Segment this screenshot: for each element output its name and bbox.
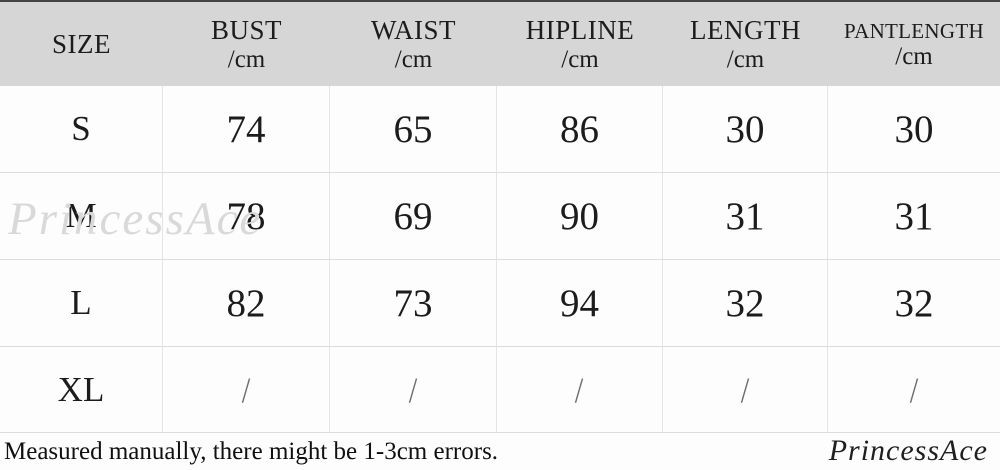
table-cell: /: [828, 347, 1000, 433]
bust-value: /: [241, 369, 251, 410]
table-cell: 32: [828, 260, 1000, 347]
pantlength-value: /: [909, 369, 919, 410]
hipline-value: 90: [560, 194, 599, 238]
column-header-waist: WAIST /cm: [330, 2, 497, 86]
bust-value: 74: [226, 107, 266, 151]
table-cell: 90: [497, 173, 663, 260]
size-value: XL: [57, 369, 105, 409]
length-value: 30: [725, 107, 765, 151]
hipline-value: 86: [560, 107, 599, 151]
column-header-unit: /cm: [726, 46, 765, 74]
table-cell: 73: [330, 260, 497, 347]
waist-value: 65: [393, 107, 433, 151]
column-header-unit: /cm: [394, 46, 433, 74]
size-value: S: [71, 109, 91, 148]
length-value: 31: [725, 194, 765, 238]
table-cell: 30: [663, 86, 828, 173]
table-cell: 32: [663, 260, 828, 347]
pantlength-value: 32: [894, 281, 934, 325]
pantlength-value: 31: [894, 194, 934, 238]
table-cell: /: [330, 347, 497, 433]
hipline-value: 94: [560, 281, 599, 325]
column-header-label: WAIST: [371, 15, 456, 46]
column-header-bust: BUST /cm: [163, 2, 330, 86]
pantlength-value: 30: [894, 107, 934, 151]
column-header-label: PANTLENGTH: [844, 18, 984, 43]
table-cell: /: [497, 347, 663, 433]
column-header-label: HIPLINE: [525, 15, 635, 46]
measurement-note: Measured manually, there might be 1-3cm …: [4, 437, 499, 465]
table-cell: 69: [330, 173, 497, 260]
size-value: M: [65, 196, 97, 235]
table-cell: 30: [828, 86, 1000, 173]
table-cell: 78: [163, 173, 330, 260]
table-cell: 31: [828, 173, 1000, 260]
hipline-value: /: [575, 369, 584, 410]
column-header-hipline: HIPLINE /cm: [497, 2, 663, 86]
column-header-unit: /cm: [895, 42, 933, 70]
table-cell: /: [663, 347, 828, 433]
column-header-label: SIZE: [52, 29, 111, 60]
measurement-note-row: Measured manually, there might be 1-3cm …: [0, 433, 1000, 470]
length-value: /: [740, 369, 750, 410]
table-cell: 82: [163, 260, 330, 347]
column-header-label: LENGTH: [690, 15, 801, 46]
column-header-pantlength: PANTLENGTH /cm: [828, 2, 1000, 86]
waist-value: 73: [393, 281, 433, 325]
column-header-unit: /cm: [227, 46, 266, 74]
waist-value: 69: [393, 194, 433, 238]
table-cell: 94: [497, 260, 663, 347]
column-header-unit: /cm: [561, 46, 599, 74]
size-value: L: [70, 283, 92, 322]
table-cell: 86: [497, 86, 663, 173]
table-cell: 65: [330, 86, 497, 173]
column-header-length: LENGTH /cm: [663, 2, 828, 86]
table-cell: M: [0, 173, 163, 260]
length-value: 32: [725, 281, 765, 325]
column-header-size: SIZE: [0, 2, 163, 86]
table-cell: /: [163, 347, 330, 433]
column-header-label: BUST: [210, 15, 283, 46]
table-cell: S: [0, 86, 163, 173]
table-cell: XL: [0, 347, 163, 433]
bust-value: 78: [226, 194, 266, 238]
bust-value: 82: [226, 281, 266, 325]
table-cell: 74: [163, 86, 330, 173]
table-cell: 31: [663, 173, 828, 260]
table-cell: L: [0, 260, 163, 347]
waist-value: /: [408, 369, 418, 410]
